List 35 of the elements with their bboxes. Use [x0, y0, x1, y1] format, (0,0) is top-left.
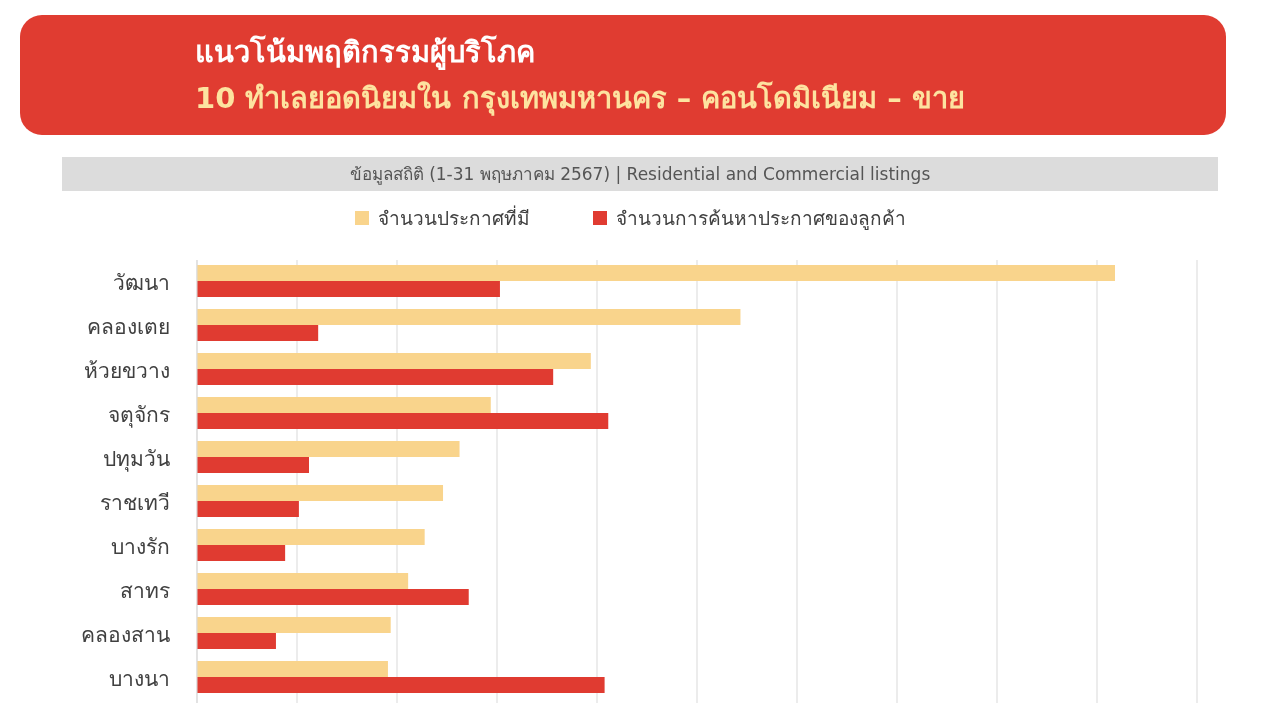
- legend-label: จำนวนการค้นหาประกาศของลูกค้า: [616, 207, 906, 230]
- y-tick-label: บางรัก: [111, 535, 170, 559]
- bar: [197, 589, 469, 605]
- bar: [197, 633, 276, 649]
- y-tick-label: บางนา: [109, 667, 170, 691]
- bar: [197, 353, 591, 369]
- y-tick-label: จตุจักร: [108, 403, 170, 428]
- chart-title: แนวโน้มพฤติกรรมผู้บริโภค: [195, 34, 535, 70]
- chart-subtitle: 10 ทำเลยอดนิยมใน กรุงเทพมหานคร – คอนโดมิเนียม – ขาย: [195, 80, 965, 116]
- bar: [197, 369, 554, 385]
- bar: [197, 617, 391, 633]
- bar: [197, 325, 319, 341]
- bar: [197, 397, 491, 413]
- bar: [197, 661, 388, 677]
- legend-label: จำนวนประกาศที่มี: [378, 205, 530, 229]
- y-tick-label: ราชเทวี: [100, 491, 170, 515]
- bar: [197, 677, 605, 693]
- y-tick-label: ปทุมวัน: [103, 447, 170, 472]
- bar: [197, 545, 286, 561]
- y-tick-label: คลองสาน: [81, 623, 170, 647]
- bar: [197, 457, 309, 473]
- text: ข้อมูลสถิติ (1-31 พฤษภาคม 2567) | Residential and Commercial listings: [349, 164, 931, 185]
- bar: [197, 413, 609, 429]
- bar: [197, 281, 500, 297]
- bar: [197, 573, 409, 589]
- bar: [197, 485, 444, 501]
- y-tick-label: วัฒนา: [113, 271, 170, 295]
- bar: [197, 309, 741, 325]
- bar: [197, 265, 1115, 281]
- y-tick-label: สาทร: [120, 579, 170, 603]
- bar: [197, 441, 460, 457]
- bar: [197, 529, 425, 545]
- bar: [197, 501, 299, 517]
- y-tick-label: คลองเตย: [87, 315, 170, 339]
- y-tick-label: ห้วยขวาง: [84, 359, 170, 383]
